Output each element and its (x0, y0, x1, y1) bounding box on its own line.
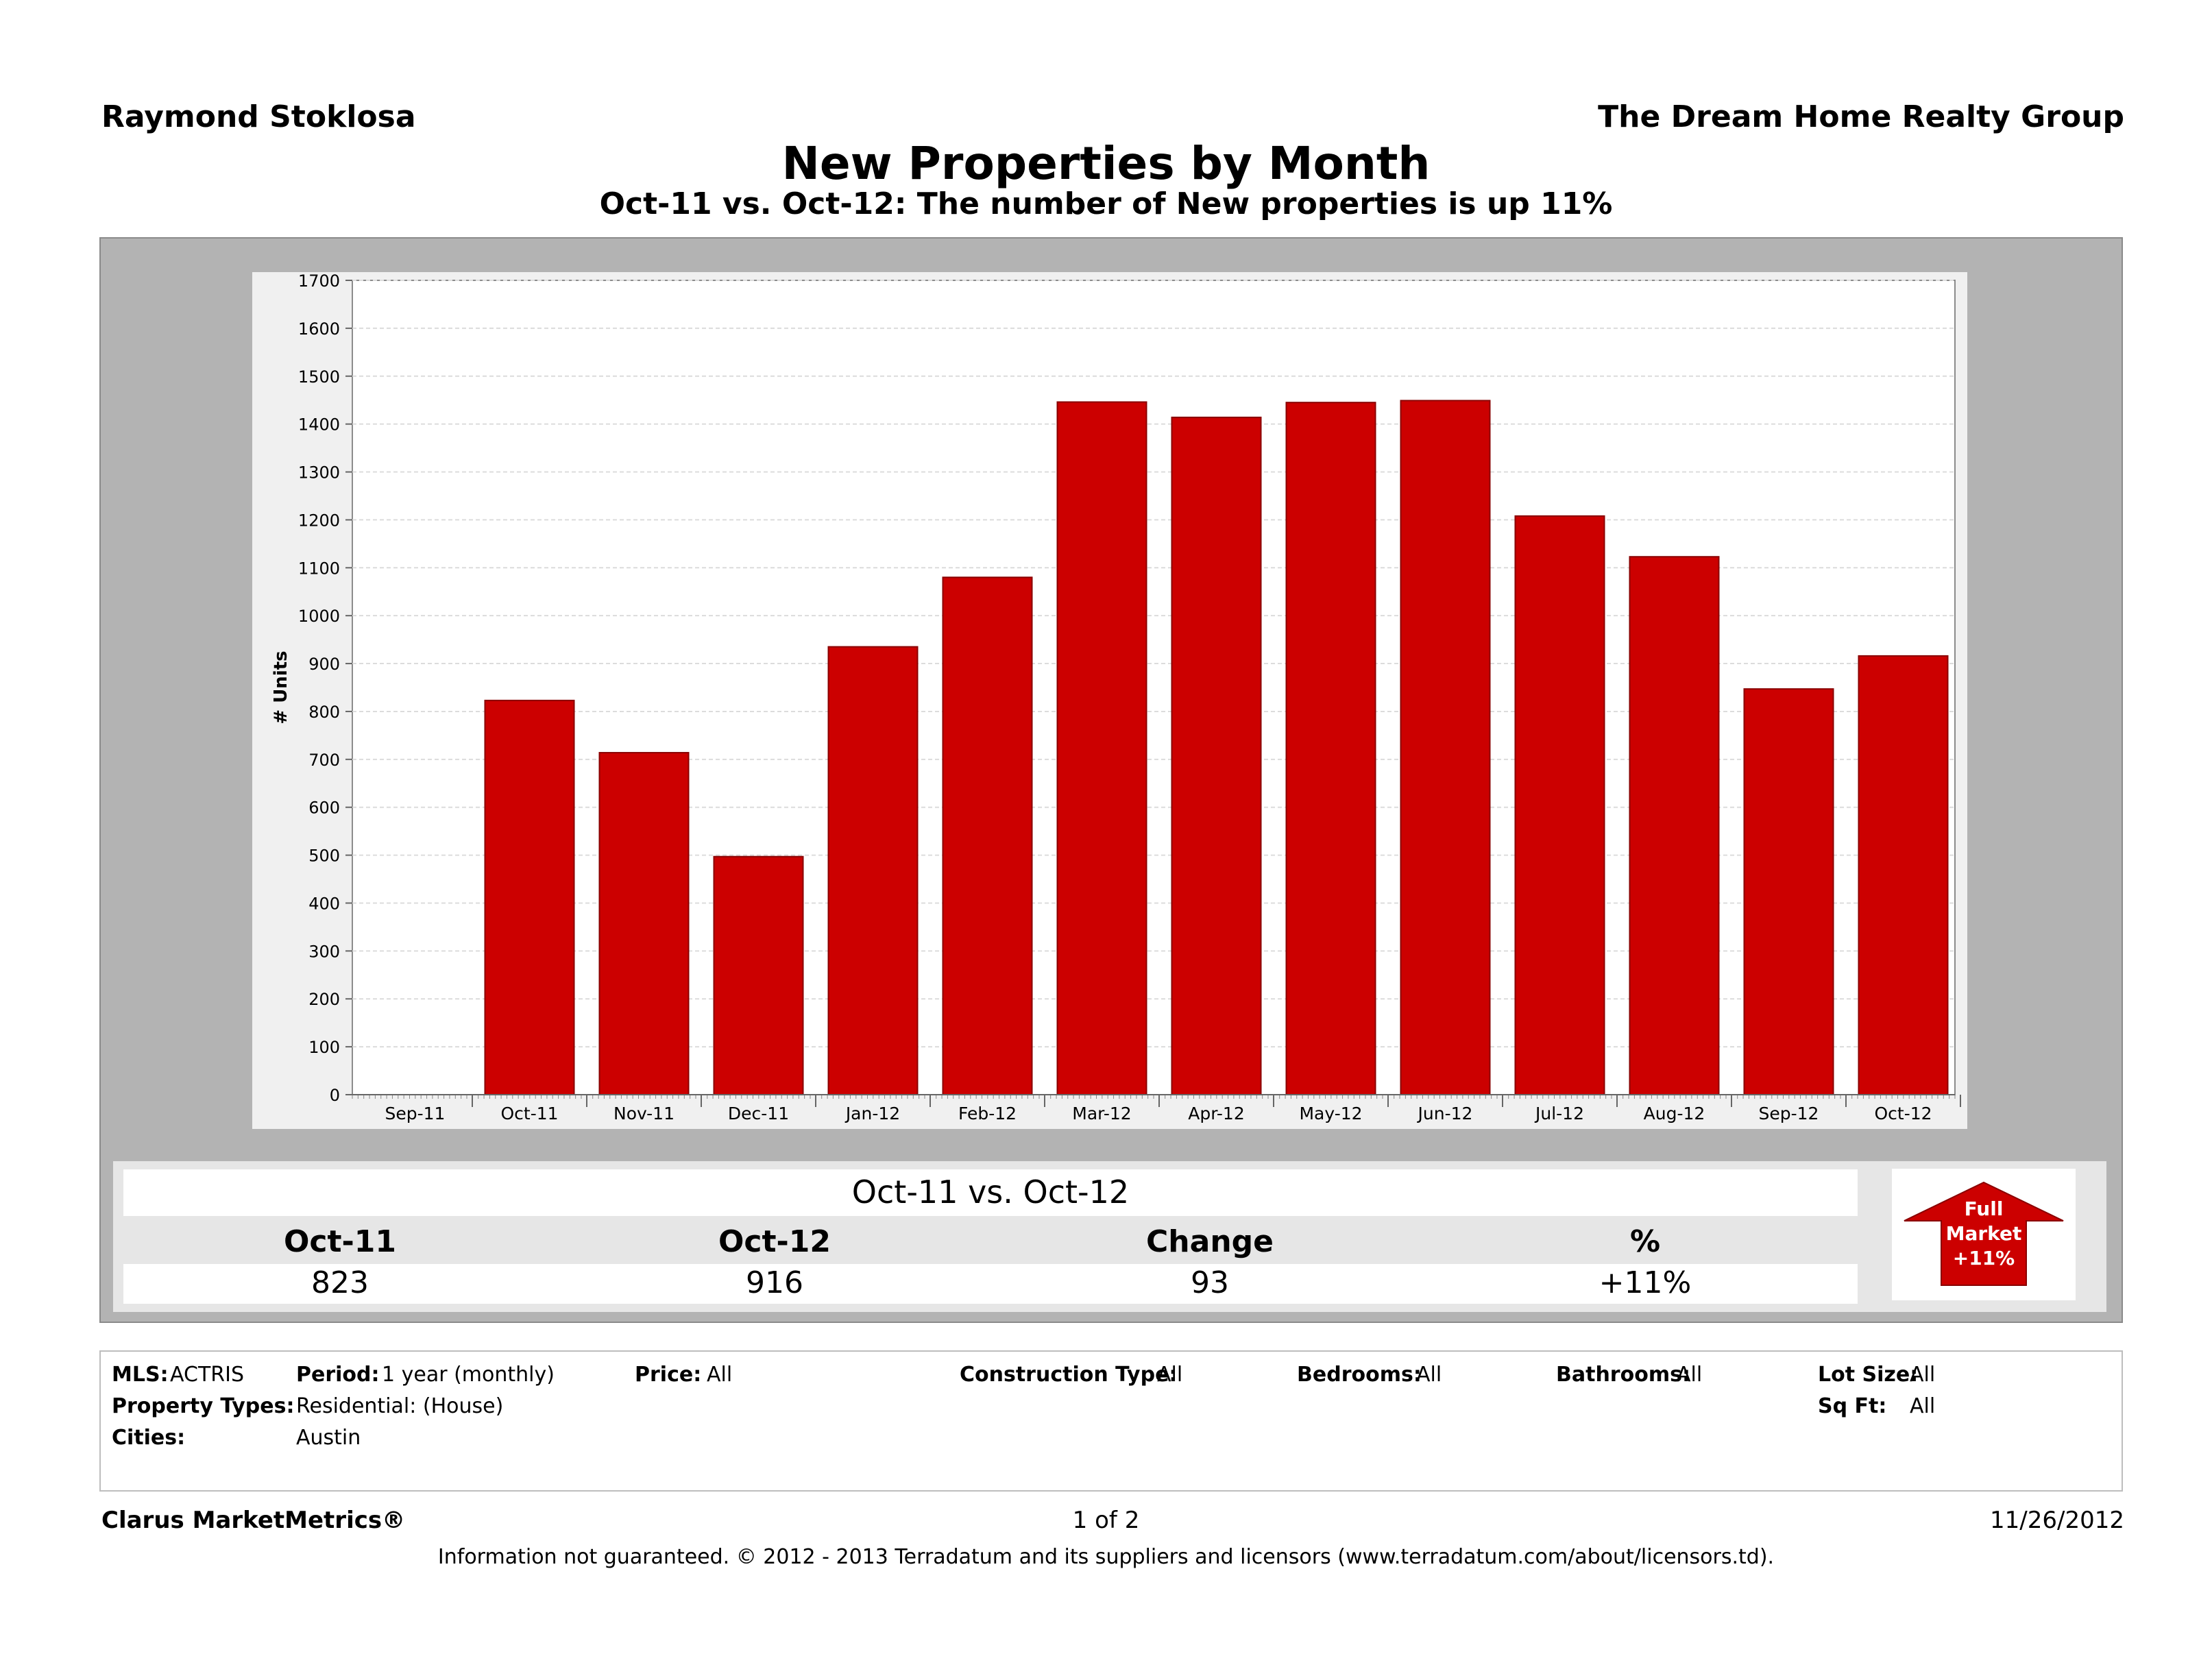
bedrooms-label: Bedrooms: (1297, 1363, 1422, 1387)
y-tick-label: 400 (308, 894, 340, 913)
summary-title: Oct-11 vs. Oct-12 (851, 1174, 1130, 1211)
cities-value: Austin (296, 1426, 361, 1450)
lot-size-label: Lot Size: (1818, 1363, 1919, 1387)
y-tick-label: 1500 (298, 367, 340, 387)
bedrooms-value: All (1416, 1363, 1442, 1387)
x-tick-label: Oct-12 (1874, 1104, 1932, 1123)
y-tick-label: 0 (330, 1086, 340, 1105)
summary-header-oct11: Oct-11 (283, 1224, 396, 1259)
bar (1514, 515, 1605, 1095)
construction-value: All (1157, 1363, 1183, 1387)
summary-header-percent: % (1629, 1224, 1661, 1259)
y-tick-label: 900 (308, 655, 340, 674)
period-label: Period: (296, 1363, 380, 1387)
badge-line2: Market (1946, 1222, 2022, 1245)
bar (1629, 556, 1720, 1095)
bathrooms-value: All (1677, 1363, 1703, 1387)
bar-chart: 0 100 200 300 400 500 600 700 800 900 1000 1100 1200… (271, 272, 1961, 1123)
period-value: 1 year (monthly) (382, 1363, 555, 1387)
badge-line1: Full (1965, 1197, 2004, 1220)
summary-value-percent: +11% (1599, 1265, 1692, 1300)
y-tick-label: 800 (308, 703, 340, 722)
x-tick-label: Mar-12 (1072, 1104, 1131, 1123)
x-tick-label: Jul-12 (1534, 1104, 1584, 1123)
chart-subtitle: Oct-11 vs. Oct-12: The number of New pro… (599, 186, 1613, 221)
summary-header-change: Change (1146, 1224, 1274, 1259)
y-tick-label: 1000 (298, 607, 340, 626)
bar (1743, 688, 1834, 1095)
badge-line3: +11% (1953, 1247, 2015, 1269)
bar (1400, 400, 1491, 1095)
x-tick-label: Apr-12 (1188, 1104, 1244, 1123)
up-arrow-icon: Full Market +11% (1904, 1181, 2064, 1286)
summary-title-row (123, 1169, 1858, 1216)
filter-criteria-box (99, 1350, 2123, 1492)
x-tick-label: Oct-11 (500, 1104, 558, 1123)
property-types-value: Residential: (House) (296, 1394, 504, 1418)
y-tick-label: 100 (308, 1038, 340, 1057)
page-number: 1 of 2 (1072, 1507, 1140, 1534)
mls-label: MLS: (112, 1363, 169, 1387)
bars (484, 400, 1949, 1096)
y-tick-label: 1200 (298, 511, 340, 530)
company-name: The Dream Home Realty Group (1598, 99, 2124, 134)
y-tick-label: 300 (308, 942, 340, 961)
x-tick-label: Jun-12 (1417, 1104, 1473, 1123)
summary-values-row (123, 1264, 1858, 1304)
summary-value-oct12: 916 (746, 1265, 803, 1300)
mls-value: ACTRIS (170, 1363, 245, 1387)
report-date: 11/26/2012 (1990, 1507, 2124, 1534)
y-axis-label: # Units (271, 650, 291, 724)
bar (1858, 655, 1949, 1095)
y-tick-label: 1300 (298, 463, 340, 483)
x-tick-label: Feb-12 (958, 1104, 1017, 1123)
construction-label: Construction Type: (960, 1363, 1178, 1387)
y-tick-label: 1400 (298, 415, 340, 435)
property-types-label: Property Types: (112, 1394, 295, 1418)
x-tick-label: May-12 (1299, 1104, 1362, 1123)
bar (713, 855, 804, 1095)
full-market-badge: Full Market +11% (1892, 1169, 2076, 1300)
bar (1056, 401, 1147, 1096)
bar (942, 576, 1033, 1096)
y-tick-label: 700 (308, 751, 340, 770)
x-tick-label: Dec-11 (728, 1104, 789, 1123)
y-tick-label: 1600 (298, 319, 340, 339)
y-tick-label: 200 (308, 990, 340, 1009)
bar (1285, 402, 1376, 1095)
bar (484, 699, 575, 1095)
bar (827, 646, 919, 1095)
lot-size-value: All (1910, 1363, 1936, 1387)
brand-name: Clarus MarketMetrics® (101, 1507, 406, 1534)
summary-value-oct11: 823 (311, 1265, 369, 1300)
agent-name: Raymond Stoklosa (101, 99, 416, 134)
y-tick-label: 600 (308, 799, 340, 818)
disclaimer: Information not guaranteed. © 2012 - 201… (437, 1545, 1775, 1569)
cities-label: Cities: (112, 1426, 186, 1450)
x-tick-label: Jan-12 (844, 1104, 900, 1123)
bathrooms-label: Bathrooms: (1556, 1363, 1690, 1387)
price-value: All (707, 1363, 733, 1387)
y-tick-label: 500 (308, 847, 340, 866)
summary-header-oct12: Oct-12 (718, 1224, 831, 1259)
x-tick-label: Nov-11 (613, 1104, 674, 1123)
summary-value-change: 93 (1191, 1265, 1229, 1300)
sqft-value: All (1910, 1394, 1936, 1418)
y-tick-label: 1100 (298, 559, 340, 578)
bar (598, 752, 690, 1095)
chart-title: New Properties by Month (781, 137, 1431, 190)
x-tick-label: Sep-11 (385, 1104, 446, 1123)
axes: 0 100 200 300 400 500 600 700 800 900 1000 1100 1200… (298, 272, 1961, 1123)
sqft-label: Sq Ft: (1818, 1394, 1887, 1418)
y-tick-label: 1700 (298, 272, 340, 291)
bar (1171, 416, 1262, 1095)
price-label: Price: (635, 1363, 702, 1387)
x-tick-label: Sep-12 (1759, 1104, 1819, 1123)
x-tick-label: Aug-12 (1644, 1104, 1705, 1123)
